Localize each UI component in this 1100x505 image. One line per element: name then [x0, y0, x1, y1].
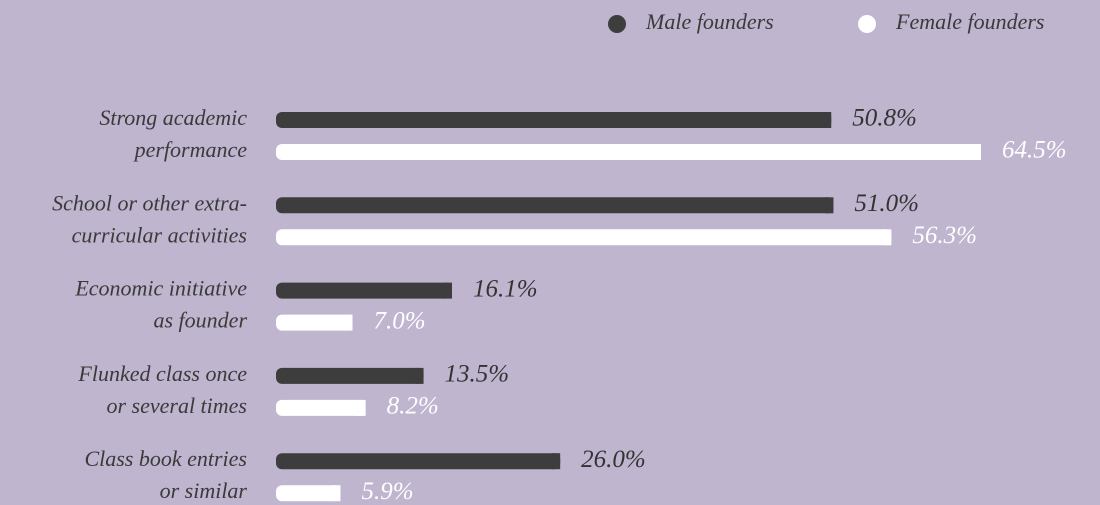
value-label: 56.3% — [912, 222, 977, 249]
bar-end — [344, 314, 353, 331]
bar-end — [415, 367, 424, 384]
bar — [276, 229, 892, 246]
category-label: School or other extra- — [52, 190, 247, 215]
value-label: 51.0% — [854, 190, 919, 217]
bar-end — [825, 197, 834, 214]
category-label: Strong academic — [99, 105, 247, 130]
category-label: Class book entries — [84, 446, 247, 471]
bar-end — [823, 112, 832, 128]
legend-marker — [858, 15, 876, 33]
legend-marker — [608, 15, 626, 33]
category-label: Flunked class once — [77, 361, 247, 386]
value-label: 8.2% — [387, 393, 439, 420]
bar-end — [332, 485, 341, 502]
value-label: 7.0% — [374, 307, 426, 334]
category-label: Economic initiative — [74, 276, 247, 301]
value-label: 13.5% — [445, 361, 510, 388]
value-label: 50.8% — [852, 105, 917, 132]
bar — [276, 399, 366, 416]
value-label: 26.0% — [581, 446, 646, 473]
bar — [276, 485, 341, 502]
value-label: 16.1% — [473, 275, 538, 302]
bar — [276, 282, 452, 299]
bar — [276, 112, 832, 128]
bar — [276, 144, 981, 160]
bar — [276, 367, 424, 384]
bar — [276, 314, 353, 331]
value-label: 5.9% — [361, 478, 413, 505]
category-label: as founder — [154, 308, 248, 333]
legend-label: Male founders — [645, 9, 774, 34]
category-label: performance — [133, 137, 248, 162]
bar-end — [552, 453, 561, 470]
bar-end — [443, 282, 452, 299]
category-label: or several times — [106, 393, 247, 418]
bar-end — [357, 399, 366, 416]
category-label: or similar — [160, 478, 248, 503]
bar — [276, 453, 561, 470]
value-label: 64.5% — [1002, 137, 1067, 164]
bar-end — [883, 229, 892, 246]
category-label: curricular activities — [72, 222, 247, 247]
bar-end — [972, 144, 981, 160]
legend-label: Female founders — [895, 9, 1044, 34]
bar — [276, 197, 834, 214]
